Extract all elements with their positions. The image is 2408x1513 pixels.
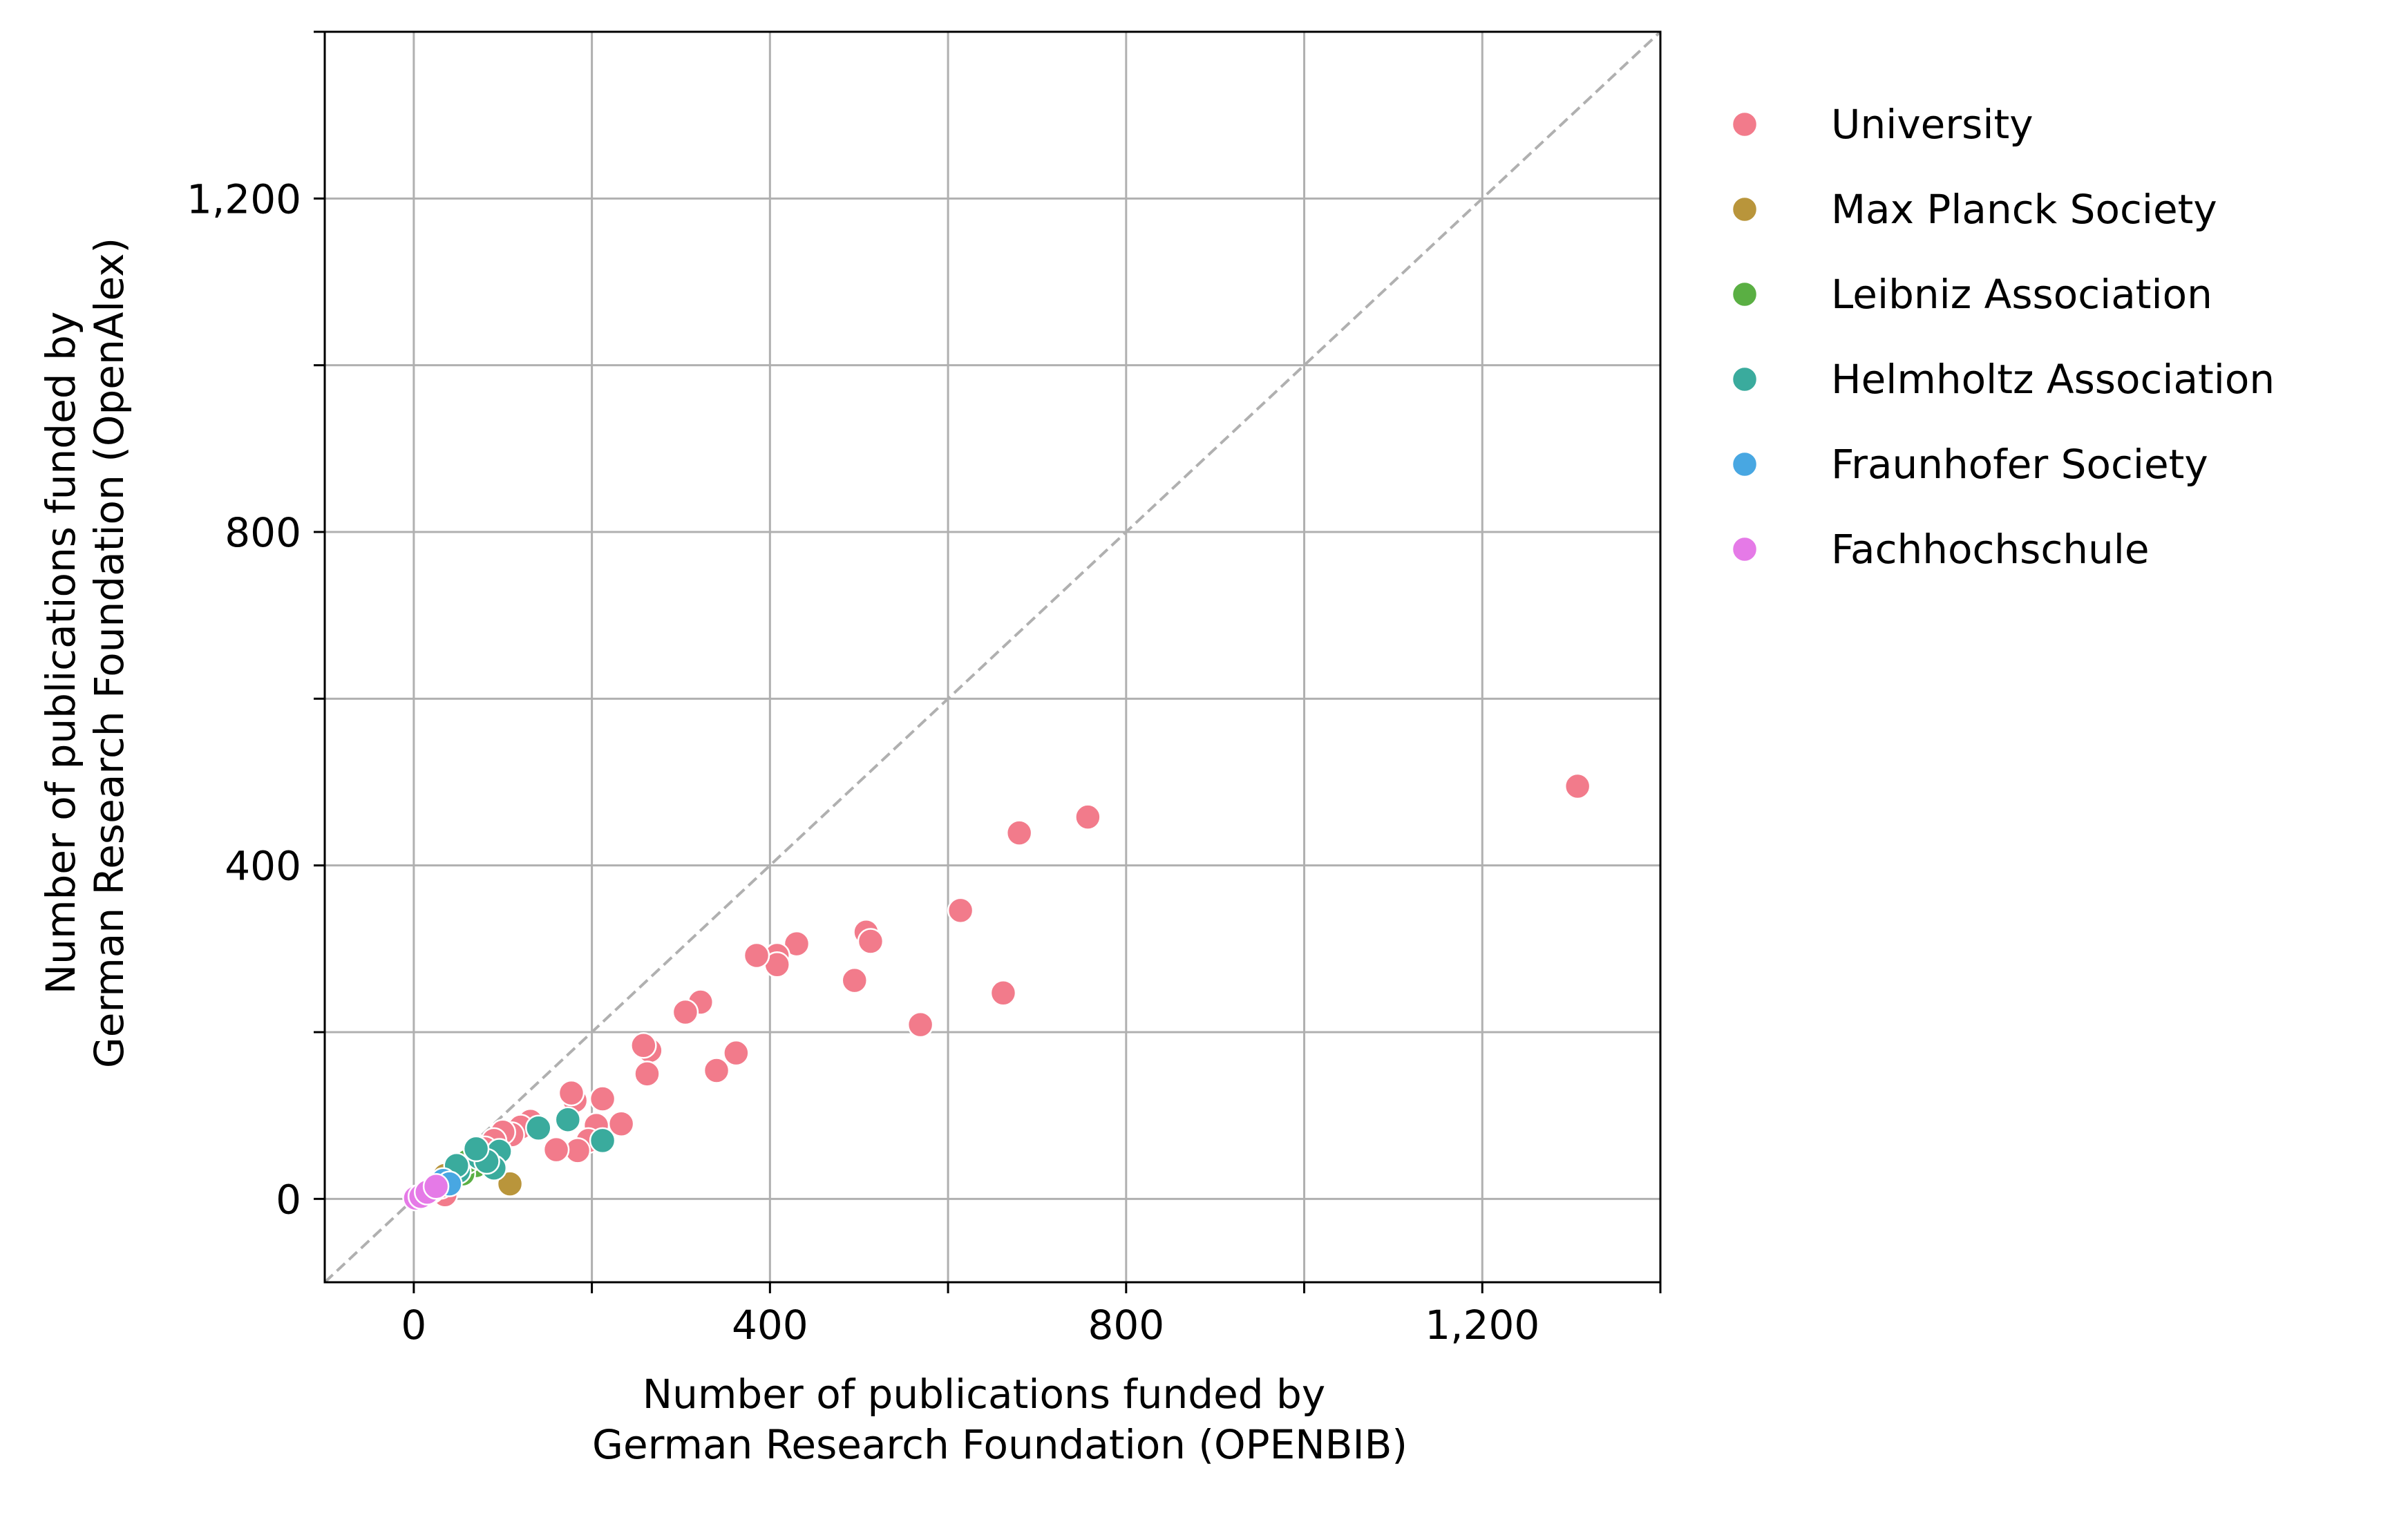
axis-ticks: 0 400 800 1,200 0 400 800 1,200 — [187, 30, 1662, 1349]
y-tick-label: 1,200 — [187, 175, 301, 222]
legend-label: Fachhochschule — [1831, 526, 2150, 573]
point-university — [703, 1057, 730, 1084]
y-tick-label: 800 — [225, 509, 301, 556]
legend-label: Max Planck Society — [1831, 186, 2217, 233]
point-helmholtz-association — [589, 1127, 616, 1154]
x-tick-label: 0 — [401, 1302, 426, 1349]
point-university — [1005, 819, 1033, 846]
point-university — [857, 928, 884, 955]
legend: University Max Planck Society Leibniz Asso… — [1731, 101, 2275, 573]
x-tick-label: 1,200 — [1425, 1302, 1539, 1349]
y-axis-label-line1: Number of publications funded by — [37, 312, 84, 994]
point-university — [589, 1085, 616, 1112]
point-university — [907, 1011, 934, 1038]
identity-reference-line — [323, 30, 1662, 1284]
x-tick-label: 400 — [732, 1302, 808, 1349]
point-helmholtz-association — [554, 1106, 582, 1133]
grid — [325, 30, 1662, 1282]
point-university — [783, 930, 810, 958]
data-points — [402, 772, 1591, 1212]
legend-marker — [1731, 535, 1758, 563]
legend-marker — [1731, 111, 1758, 138]
legend-label: Leibniz Association — [1831, 271, 2212, 318]
legend-marker — [1731, 365, 1758, 393]
legend-label: University — [1831, 101, 2033, 148]
point-university — [1564, 772, 1591, 800]
point-fachhochschule — [422, 1172, 450, 1200]
y-tick-label: 400 — [225, 843, 301, 890]
point-university — [947, 897, 974, 924]
legend-marker — [1731, 280, 1758, 308]
point-helmholtz-association — [462, 1135, 490, 1163]
legend-label: Fraunhofer Society — [1831, 441, 2208, 488]
point-university — [723, 1039, 750, 1067]
x-axis-label-line1: Number of publications funded by — [643, 1371, 1325, 1418]
x-axis-label-line2: German Research Foundation (OPENBIB) — [592, 1421, 1407, 1468]
identity-line — [323, 30, 1662, 1284]
legend-marker — [1731, 450, 1758, 478]
point-max-planck-society — [496, 1170, 524, 1197]
point-university — [672, 998, 699, 1026]
y-axis-label-line2: German Research Foundation (OpenAlex) — [86, 238, 133, 1068]
point-university — [558, 1079, 585, 1107]
point-university — [542, 1136, 570, 1163]
point-helmholtz-association — [525, 1114, 552, 1142]
point-university — [1074, 803, 1101, 830]
x-tick-label: 800 — [1088, 1302, 1164, 1349]
point-university — [634, 1060, 661, 1087]
plot-frame — [323, 30, 1662, 1284]
point-university — [989, 980, 1017, 1007]
legend-marker — [1731, 196, 1758, 223]
point-university — [841, 967, 869, 994]
point-university — [743, 942, 770, 969]
y-tick-label: 0 — [276, 1176, 301, 1223]
point-university — [630, 1032, 657, 1059]
legend-label: Helmholtz Association — [1831, 356, 2275, 403]
